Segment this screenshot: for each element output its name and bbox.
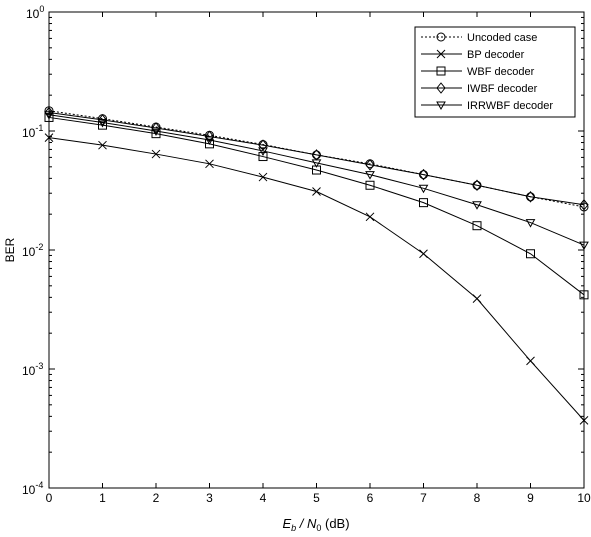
point-irrwbf-decoder-0: [44, 111, 54, 120]
point-wbf-decoder-6: [365, 180, 375, 190]
legend-marker-3: [436, 82, 446, 94]
point-iwbf-decoder-8: [472, 179, 482, 192]
point-bp-decoder-9: [526, 356, 535, 366]
point-iwbf-decoder-6: [365, 158, 375, 171]
x-tick-label-5: 5: [313, 491, 320, 505]
legend-marker-4: [436, 101, 446, 111]
legend-label-2: WBF decoder: [467, 66, 535, 78]
point-bp-decoder-8-stroke-b: [472, 294, 482, 304]
point-wbf-decoder-8: [472, 221, 482, 231]
point-bp-decoder-0: [44, 133, 54, 142]
x-tick-label-2: 2: [153, 491, 160, 505]
point-wbf-decoder-0: [44, 112, 54, 122]
point-iwbf-decoder-4: [258, 139, 268, 151]
point-irrwbf-decoder-2: [151, 127, 161, 137]
legend: Uncoded case BP decoder WBF decoder IWBF…: [414, 26, 576, 118]
point-bp-decoder-2: [151, 149, 161, 159]
series-layer: [44, 106, 589, 425]
x-tick-labels: 0 1 2 3 4 5 6 7 8 9 10: [46, 491, 591, 505]
legend-label-0: Uncoded case: [467, 32, 537, 44]
point-iwbf-decoder-2: [151, 122, 161, 134]
series-line-wbf-decoder: [48, 116, 585, 296]
point-irrwbf-decoder-3: [204, 136, 215, 146]
y-tick-label-1: 10-1: [22, 123, 43, 140]
point-iwbf-decoder-0: [44, 106, 54, 119]
point-bp-decoder-10: [579, 416, 589, 425]
legend-label-4: IRRWBF decoder: [467, 100, 553, 112]
point-wbf-decoder-7: [419, 198, 428, 208]
axis-ticks: [48, 11, 585, 489]
point-irrwbf-decoder-6: [365, 171, 375, 180]
point-bp-decoder-3: [205, 159, 214, 169]
point-irrwbf-decoder-9: [525, 219, 536, 228]
point-iwbf-decoder-7: [418, 168, 429, 181]
y-tick-label-0: 100: [26, 4, 44, 21]
point-bp-decoder-2-stroke-b: [151, 149, 161, 159]
point-wbf-decoder-2: [151, 129, 161, 139]
point-bp-decoder-7-stroke-b: [419, 249, 428, 259]
point-irrwbf-decoder-8: [472, 201, 482, 210]
x-tick-label-10: 10: [577, 491, 591, 505]
point-bp-decoder-4-stroke-b: [258, 172, 268, 182]
point-bp-decoder-3-stroke-b: [205, 159, 214, 169]
point-bp-decoder-6: [365, 212, 375, 222]
point-wbf-decoder-1: [98, 120, 107, 130]
legend-marker-1-stroke-b: [436, 49, 446, 59]
x-tick-label-1: 1: [99, 491, 106, 505]
x-tick-label-9: 9: [527, 491, 534, 505]
legend-marker-0: [436, 32, 446, 42]
point-irrwbf-decoder-4: [258, 147, 268, 156]
point-bp-decoder-8: [472, 294, 482, 304]
point-bp-decoder-9-stroke-b: [526, 356, 535, 366]
point-bp-decoder-5: [312, 187, 321, 196]
y-tick-label-2: 10-2: [22, 242, 43, 259]
point-bp-decoder-7: [419, 249, 428, 259]
x-tick-label-8: 8: [474, 491, 481, 505]
x-tick-label-0: 0: [46, 491, 53, 505]
point-bp-decoder-1: [98, 140, 107, 150]
point-wbf-decoder-9: [526, 249, 535, 259]
point-wbf-decoder-10: [579, 290, 589, 300]
legend-items: [421, 32, 462, 111]
point-bp-decoder-4: [258, 172, 268, 182]
x-axis-label: Eb / N0 (dB): [282, 516, 349, 533]
x-tick-label-3: 3: [206, 491, 213, 505]
series-line-iwbf-decoder: [48, 112, 585, 206]
point-bp-decoder-5-stroke-b: [312, 187, 321, 196]
y-tick-label-4: 10-4: [22, 480, 43, 497]
y-tick-label-3: 10-3: [22, 361, 43, 378]
legend-label-3: IWBF decoder: [467, 83, 538, 95]
x-tick-label-7: 7: [420, 491, 427, 505]
y-axis-label: BER: [3, 237, 17, 262]
point-irrwbf-decoder-5: [311, 159, 322, 168]
point-irrwbf-decoder-1: [97, 118, 108, 128]
x-tick-label-4: 4: [260, 491, 267, 505]
series-line-irrwbf-decoder: [48, 114, 585, 246]
point-irrwbf-decoder-10: [579, 241, 589, 251]
point-iwbf-decoder-3: [204, 130, 215, 143]
point-iwbf-decoder-10: [579, 198, 589, 211]
point-bp-decoder-1-stroke-b: [98, 140, 107, 150]
legend-marker-1: [436, 49, 446, 59]
point-bp-decoder-6-stroke-b: [365, 212, 375, 222]
point-wbf-decoder-4: [258, 152, 268, 162]
legend-marker-2: [436, 66, 446, 76]
point-irrwbf-decoder-7: [418, 184, 429, 194]
legend-label-1: BP decoder: [467, 49, 525, 61]
point-iwbf-decoder-9: [525, 190, 536, 203]
point-bp-decoder-0-stroke-b: [44, 133, 54, 142]
y-tick-labels: 100 10-1 10-2 10-3 10-4: [22, 4, 44, 497]
x-tick-label-6: 6: [367, 491, 374, 505]
point-bp-decoder-10-stroke-b: [579, 416, 589, 425]
point-iwbf-decoder-1: [97, 114, 108, 126]
point-uncoded-case-10: [579, 202, 589, 212]
